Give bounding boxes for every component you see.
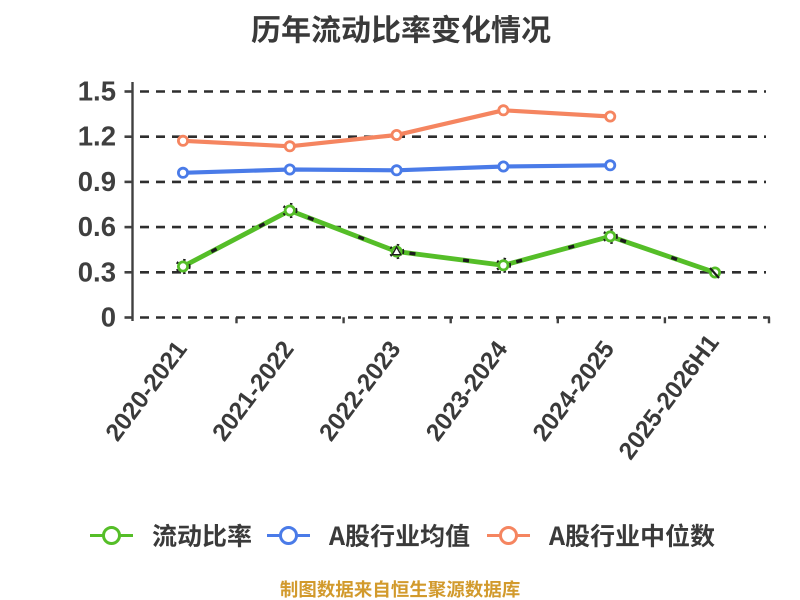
svg-text:0.6: 0.6 bbox=[78, 211, 116, 242]
svg-text:0.9: 0.9 bbox=[78, 166, 116, 197]
svg-text:0.3: 0.3 bbox=[78, 256, 116, 287]
svg-text:1.2: 1.2 bbox=[78, 121, 116, 152]
svg-text:0: 0 bbox=[101, 302, 116, 333]
svg-text:1.5: 1.5 bbox=[78, 76, 116, 107]
